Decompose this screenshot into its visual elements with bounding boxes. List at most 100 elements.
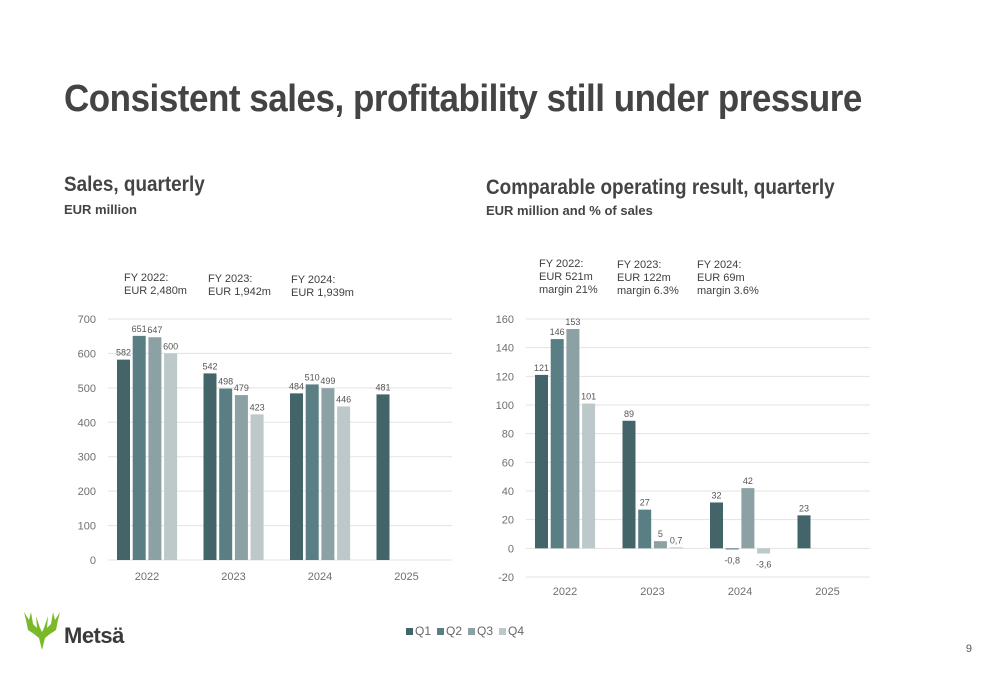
result-x-tick-label: 2025	[815, 586, 839, 598]
page-number: 9	[965, 643, 972, 655]
fy-line: EUR 122m	[617, 272, 671, 284]
fy-line: FY 2024:	[697, 259, 742, 271]
sales-data-label: 446	[336, 394, 351, 404]
sales-bar-2023-q1	[203, 373, 217, 560]
fy-annotation-sales-2024: FY 2024: EUR 1,939m	[291, 274, 354, 300]
sales-bar-2024-q1	[290, 393, 303, 560]
sales-bar-2022-q2	[132, 335, 146, 560]
sales-y-tick-label: 200	[78, 486, 96, 498]
legend-label-q2: Q2	[446, 624, 463, 638]
fy-annotation-result-2022: FY 2022: EUR 521m margin 21%	[539, 258, 598, 297]
sales-data-label: 499	[320, 376, 335, 386]
operating-result-chart-subtitle: EUR million and % of sales	[486, 203, 653, 218]
result-y-tick-label: 20	[502, 515, 514, 527]
sales-bar-2024-q2	[305, 384, 319, 560]
sales-y-tick-label: 0	[90, 555, 96, 567]
result-bar-2024-q3	[741, 488, 755, 549]
result-bar-2025-q1	[797, 515, 811, 549]
result-data-label: 5	[658, 529, 663, 539]
fy-line: EUR 2,480m	[124, 285, 187, 297]
sales-bar-2023-q4	[250, 414, 264, 560]
fy-annotation-sales-2023: FY 2023: EUR 1,942m	[208, 273, 271, 299]
sales-x-tick-label: 2025	[394, 571, 418, 583]
fy-line: FY 2022:	[539, 258, 584, 270]
result-data-label: 23	[799, 503, 809, 513]
fy-line: FY 2023:	[617, 259, 662, 271]
sales-bar-2024-q3	[321, 388, 335, 560]
result-y-tick-label: 160	[496, 314, 514, 326]
sales-x-tick-label: 2023	[221, 571, 245, 583]
sales-data-label: 484	[289, 381, 304, 391]
sales-data-label: 600	[163, 341, 178, 351]
logo-wordmark: Metsä	[64, 623, 124, 648]
legend-label-q1: Q1	[415, 624, 432, 638]
result-y-tick-label: -20	[498, 572, 514, 584]
sales-y-tick-label: 700	[78, 314, 96, 326]
fy-line: FY 2022:	[124, 272, 169, 284]
elk-antler-icon	[24, 612, 60, 650]
result-data-label: 32	[711, 490, 721, 500]
sales-x-tick-label: 2024	[308, 571, 332, 583]
result-y-tick-label: 0	[508, 543, 514, 555]
result-x-tick-label: 2023	[640, 586, 664, 598]
legend-item-q4: Q4	[499, 624, 524, 638]
fy-annotation-result-2024: FY 2024: EUR 69m margin 3.6%	[697, 259, 759, 298]
sales-x-tick-label: 2022	[135, 571, 159, 583]
fy-annotation-sales-2022: FY 2022: EUR 2,480m	[124, 272, 187, 298]
result-y-tick-label: 120	[496, 371, 514, 383]
fy-line: EUR 1,942m	[208, 286, 271, 298]
result-data-label: -3,6	[756, 559, 772, 569]
result-data-label: 121	[534, 363, 549, 373]
result-y-tick-label: 60	[502, 457, 514, 469]
result-data-label: 89	[624, 409, 634, 419]
sales-data-label: 542	[202, 361, 217, 371]
fy-line: margin 21%	[539, 284, 598, 296]
sales-data-label: 498	[218, 377, 233, 387]
sales-bar-2024-q4	[337, 406, 351, 560]
result-bar-2022-q4	[582, 403, 596, 549]
sales-bar-2023-q3	[234, 395, 248, 560]
fy-line: FY 2024:	[291, 274, 336, 286]
result-x-tick-label: 2024	[728, 586, 752, 598]
sales-data-label: 651	[132, 324, 147, 334]
result-data-label: 0,7	[670, 535, 683, 545]
result-bar-2024-q1	[710, 502, 723, 549]
operating-result-chart-title: Comparable operating result, quarterly	[486, 176, 835, 199]
fy-line: EUR 521m	[539, 271, 593, 283]
result-bar-2022-q3	[566, 329, 580, 549]
result-data-label: 27	[640, 498, 650, 508]
chart-legend: Q1 Q2 Q3 Q4	[406, 624, 524, 638]
sales-y-tick-label: 500	[78, 383, 96, 395]
legend-item-q1: Q1	[406, 624, 431, 638]
page-title: Consistent sales, profitability still un…	[64, 78, 862, 120]
fy-line: EUR 1,939m	[291, 287, 354, 299]
sales-bar-2022-q1	[117, 359, 130, 560]
legend-label-q3: Q3	[477, 624, 494, 638]
result-x-tick-label: 2022	[553, 586, 577, 598]
result-y-tick-label: 140	[496, 343, 514, 355]
sales-data-label: 510	[305, 372, 320, 382]
metsa-logo: Metsä	[22, 608, 124, 652]
legend-item-q2: Q2	[437, 624, 462, 638]
result-bar-2024-q2	[725, 548, 739, 550]
sales-y-tick-label: 400	[78, 417, 96, 429]
sales-data-label: 647	[147, 325, 162, 335]
result-data-label: -0,8	[724, 555, 740, 565]
legend-swatch-q4	[499, 627, 507, 635]
sales-bar-2025-q1	[376, 394, 390, 560]
fy-annotation-result-2023: FY 2023: EUR 122m margin 6.3%	[617, 259, 679, 298]
sales-data-label: 582	[116, 348, 131, 358]
result-y-tick-label: 80	[502, 429, 514, 441]
sales-data-label: 423	[250, 402, 265, 412]
result-data-label: 101	[581, 392, 596, 402]
sales-bar-2023-q2	[219, 388, 233, 560]
sales-y-tick-label: 300	[78, 452, 96, 464]
sales-data-label: 479	[234, 383, 249, 393]
result-bar-2024-q4	[757, 548, 771, 554]
result-bar-2023-q1	[622, 420, 636, 549]
fy-line: margin 6.3%	[617, 285, 679, 297]
result-data-label: 42	[743, 476, 753, 486]
sales-bar-2022-q4	[164, 353, 178, 560]
result-data-label: 146	[550, 327, 565, 337]
fy-line: EUR 69m	[697, 272, 745, 284]
